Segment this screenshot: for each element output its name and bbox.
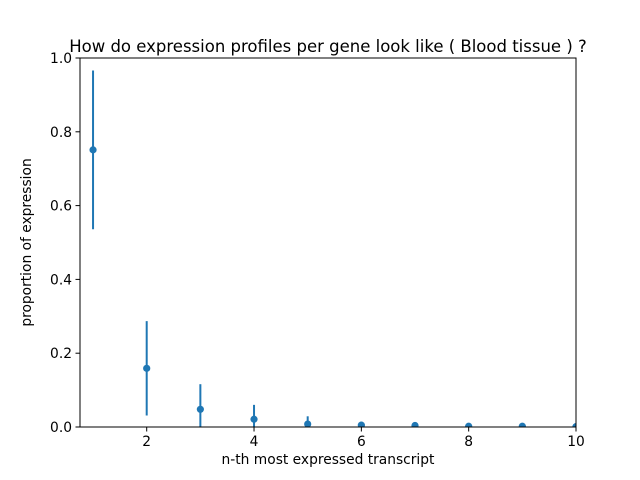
x-tick-label: 6 (357, 434, 366, 450)
y-tick-label: 1.0 (50, 51, 72, 67)
plot-area: 2 4 6 8 10 0.0 0.2 0.4 0.6 0.8 1.0 (50, 51, 585, 450)
data-point (89, 146, 97, 154)
x-tick-label: 8 (464, 434, 473, 450)
data-point (304, 420, 312, 427)
data-point (465, 422, 473, 427)
data-point (572, 423, 576, 427)
y-tick-label: 0.4 (50, 272, 72, 288)
data-point (357, 421, 365, 427)
series-group (89, 70, 576, 427)
chart-title: How do expression profiles per gene look… (69, 37, 587, 56)
x-axis-label: n-th most expressed transcript (222, 452, 435, 468)
x-tick-label: 2 (142, 434, 151, 450)
x-tick-label: 4 (250, 434, 259, 450)
y-tick-label: 0.8 (50, 125, 72, 141)
x-tick-label: 10 (567, 434, 585, 450)
data-point (250, 415, 258, 423)
data-point (518, 422, 526, 427)
data-point (143, 364, 151, 372)
data-point (411, 421, 419, 427)
y-tick-label: 0.2 (50, 346, 72, 362)
data-point (196, 405, 204, 413)
y-axis-label: proportion of expression (19, 158, 35, 326)
y-tick-label: 0.0 (50, 420, 72, 436)
y-tick-label: 0.6 (50, 199, 72, 215)
axes-spines (79, 57, 577, 428)
